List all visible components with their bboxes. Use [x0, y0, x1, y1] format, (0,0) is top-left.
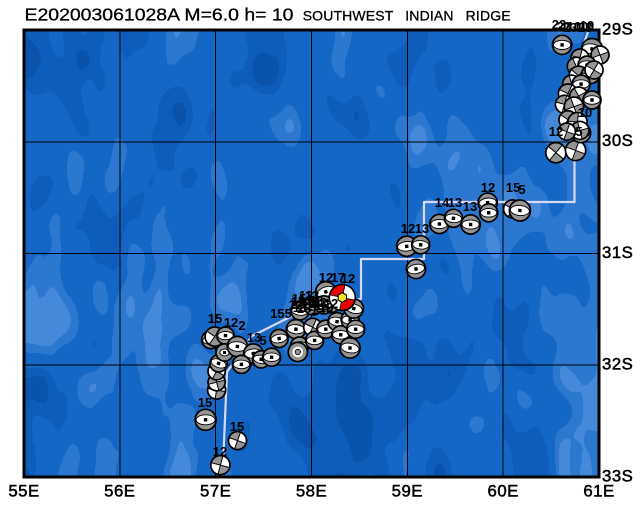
svg-text:13: 13	[247, 330, 261, 345]
svg-text:14: 14	[435, 195, 450, 210]
svg-text:30S: 30S	[602, 131, 633, 150]
svg-text:60E: 60E	[488, 481, 519, 500]
svg-text:155: 155	[270, 306, 292, 321]
svg-text:31S: 31S	[602, 243, 633, 262]
svg-text:58E: 58E	[296, 481, 327, 500]
svg-text:23: 23	[578, 20, 592, 35]
svg-text:12: 12	[302, 296, 316, 311]
svg-text:12: 12	[291, 294, 305, 309]
svg-text:55E: 55E	[8, 481, 39, 500]
svg-text:18: 18	[297, 301, 311, 316]
svg-text:23: 23	[563, 20, 577, 35]
svg-text:12: 12	[324, 296, 338, 311]
svg-text:13: 13	[448, 195, 462, 210]
svg-text:13: 13	[298, 293, 312, 308]
svg-text:12: 12	[213, 444, 227, 459]
svg-text:13: 13	[305, 288, 319, 303]
svg-text:12: 12	[341, 271, 355, 286]
svg-text:13: 13	[463, 199, 477, 214]
svg-text:10: 10	[574, 19, 588, 34]
svg-text:13: 13	[293, 300, 307, 315]
svg-text:29S: 29S	[602, 19, 633, 38]
svg-text:15: 15	[506, 180, 520, 195]
svg-text:10: 10	[567, 19, 581, 34]
svg-text:23: 23	[557, 19, 571, 34]
svg-text:59E: 59E	[392, 481, 423, 500]
svg-text:17: 17	[331, 270, 345, 285]
svg-text:32S: 32S	[602, 355, 633, 374]
svg-text:15: 15	[208, 311, 222, 326]
svg-text:5: 5	[575, 124, 582, 139]
svg-text:12: 12	[306, 298, 320, 313]
svg-text:61E: 61E	[583, 481, 614, 500]
svg-text:23: 23	[552, 17, 566, 32]
svg-text:2: 2	[238, 318, 245, 333]
svg-text:12: 12	[401, 221, 415, 236]
svg-text:SOUTHWEST INDIAN RIDGE: SOUTHWEST INDIAN RIDGE	[303, 8, 511, 24]
svg-text:56E: 56E	[104, 481, 135, 500]
svg-text:10: 10	[580, 18, 594, 33]
svg-text:12: 12	[299, 288, 313, 303]
svg-text:12: 12	[313, 295, 327, 310]
svg-text:10: 10	[578, 105, 592, 120]
svg-text:13: 13	[415, 221, 429, 236]
svg-text:1: 1	[588, 19, 595, 34]
svg-text:5: 5	[259, 333, 266, 348]
svg-text:12: 12	[289, 297, 303, 312]
svg-text:15: 15	[198, 395, 212, 410]
svg-text:15: 15	[230, 419, 244, 434]
svg-text:18: 18	[309, 293, 323, 308]
svg-text:12: 12	[549, 124, 563, 139]
svg-text:13: 13	[311, 302, 325, 317]
svg-text:57E: 57E	[200, 481, 231, 500]
svg-text:5: 5	[518, 182, 525, 197]
svg-text:12: 12	[319, 270, 333, 285]
svg-text:12: 12	[319, 300, 333, 315]
svg-text:15: 15	[292, 291, 306, 306]
svg-text:33S: 33S	[602, 466, 633, 485]
svg-text:15: 15	[315, 298, 329, 313]
svg-text:12: 12	[224, 315, 238, 330]
svg-text:12: 12	[481, 180, 495, 195]
svg-text:E202003061028A M=6.0 h= 10: E202003061028A M=6.0 h= 10	[25, 5, 294, 25]
